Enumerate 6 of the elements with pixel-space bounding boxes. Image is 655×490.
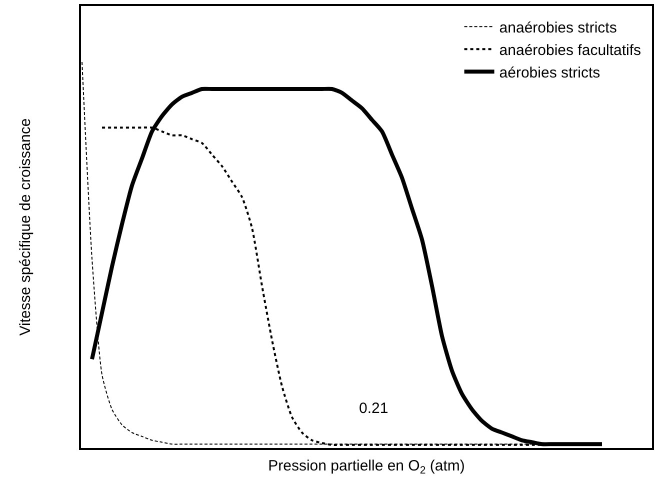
annotation: 0.21: [359, 400, 388, 417]
legend-label: aérobies stricts: [499, 64, 600, 82]
x-axis-title: Pression partielle en O$_{2}$ (atm): [268, 458, 465, 477]
legend-label: anaérobies stricts: [499, 20, 617, 37]
legend-label: anaérobies facultatifs: [499, 42, 642, 60]
y-axis-title: Vitesse spécifique de croissance: [16, 118, 34, 336]
